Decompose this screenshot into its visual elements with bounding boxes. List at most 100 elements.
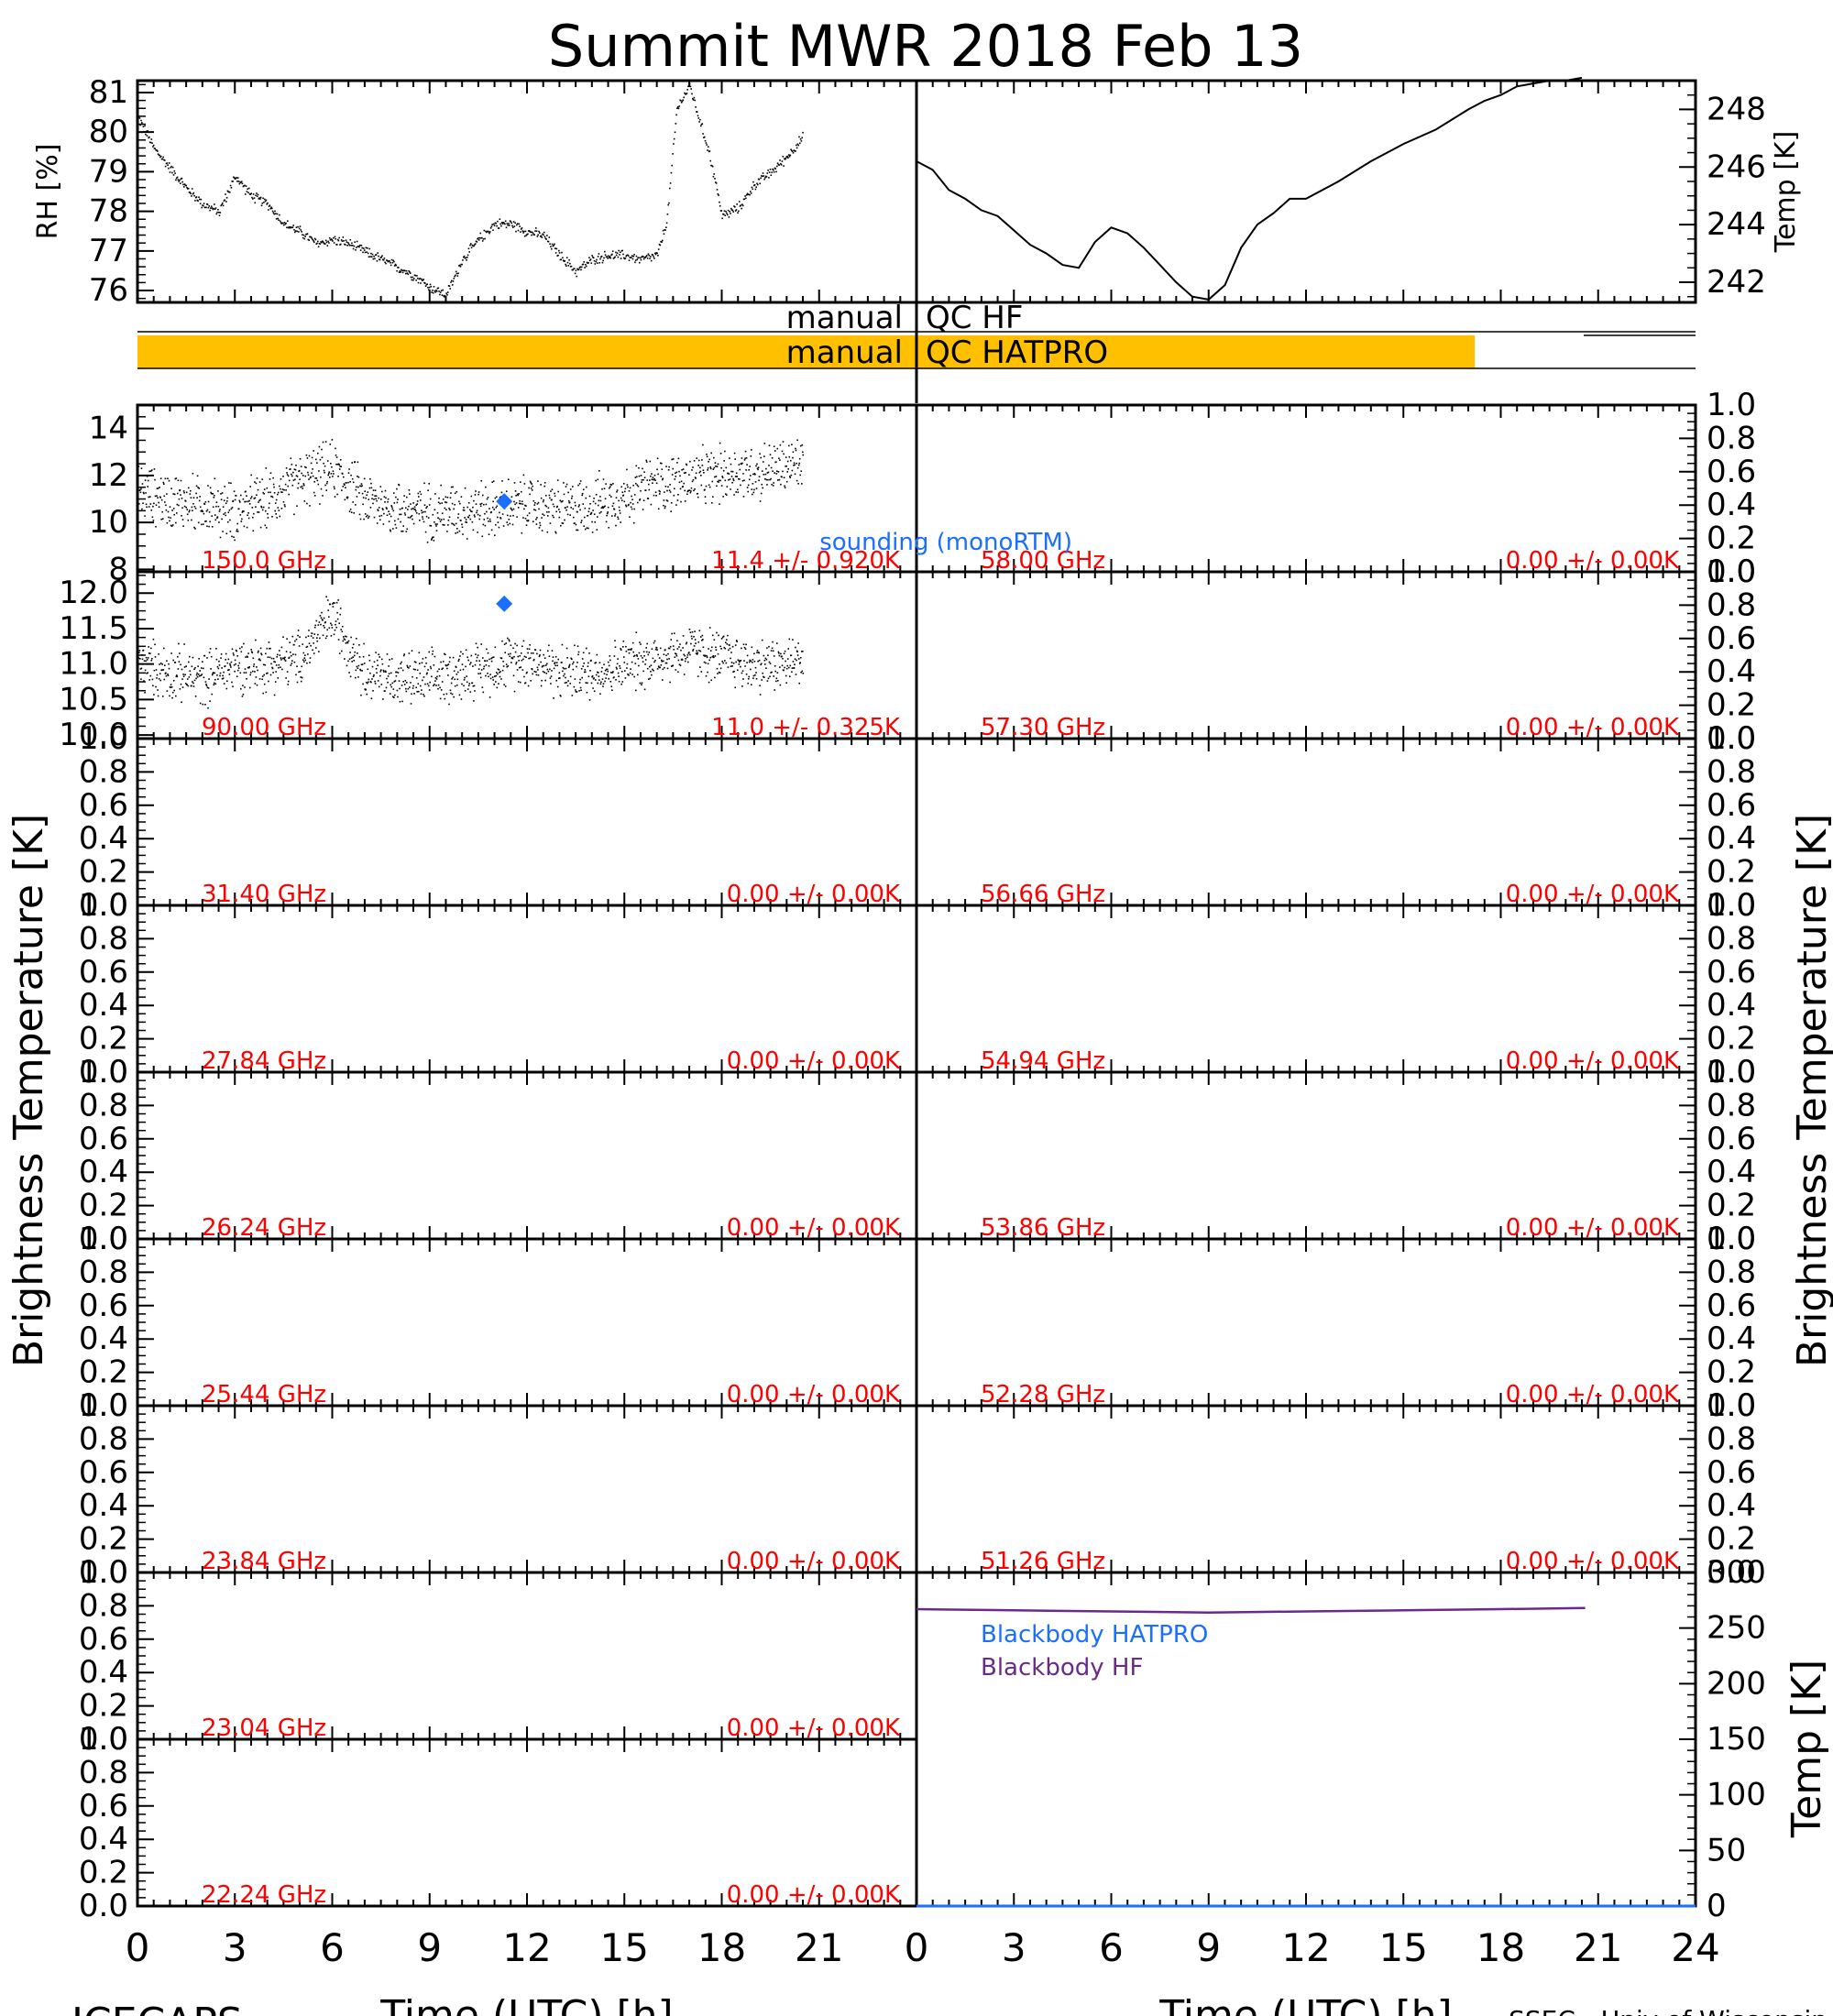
data-point (593, 259, 596, 262)
data-point (703, 472, 705, 474)
data-point (423, 520, 425, 523)
data-point (213, 207, 214, 210)
data-point (363, 518, 365, 520)
data-point (487, 517, 488, 520)
data-point (257, 511, 258, 513)
data-point (722, 469, 725, 472)
data-point (758, 652, 760, 654)
data-point (496, 672, 498, 674)
data-point (618, 499, 620, 502)
data-point (346, 664, 348, 667)
data-point (224, 665, 226, 667)
data-point (523, 483, 526, 485)
data-point (688, 652, 690, 653)
data-point (239, 181, 241, 183)
data-point (702, 646, 705, 649)
data-point (247, 667, 250, 669)
data-point (198, 499, 201, 502)
data-point (447, 520, 450, 521)
data-point (619, 512, 621, 514)
data-point (484, 237, 486, 240)
data-point (699, 466, 701, 469)
data-point (284, 505, 286, 508)
data-point (511, 656, 513, 659)
data-point (799, 138, 802, 140)
data-point (600, 510, 602, 513)
data-point (327, 240, 329, 243)
data-point (488, 675, 489, 678)
data-point (688, 82, 691, 85)
temp-panel-ytick-label: 248 (1707, 91, 1766, 127)
data-point (300, 486, 302, 488)
data-point (521, 652, 522, 654)
data-point (353, 245, 356, 247)
data-point (500, 222, 503, 224)
data-point (447, 291, 449, 293)
data-point (369, 477, 371, 480)
data-point (223, 200, 225, 203)
data-point (412, 278, 415, 279)
data-point (734, 206, 736, 208)
data-point (546, 235, 548, 236)
data-point (538, 230, 540, 233)
data-point (167, 477, 169, 479)
data-point (156, 149, 158, 151)
data-point (333, 236, 335, 239)
data-point (534, 230, 536, 232)
data-point (214, 678, 216, 681)
data-point (299, 225, 302, 227)
data-point (632, 651, 634, 653)
data-point (346, 241, 348, 243)
data-point (668, 658, 670, 660)
data-point (768, 661, 771, 663)
data-point (479, 673, 481, 674)
data-point (561, 251, 563, 254)
data-point (298, 645, 301, 647)
data-point (603, 506, 605, 508)
data-point (716, 485, 718, 488)
data-point (657, 255, 659, 257)
data-point (324, 243, 326, 245)
data-point (734, 210, 737, 212)
data-point (668, 466, 670, 468)
data-point (236, 530, 237, 532)
data-point (446, 531, 448, 532)
data-point (773, 169, 774, 171)
data-point (726, 486, 729, 488)
data-point (566, 506, 568, 508)
data-point (410, 276, 412, 279)
data-point (741, 670, 744, 672)
data-point (787, 154, 790, 156)
data-point (789, 476, 791, 477)
data-point (314, 477, 316, 479)
data-point (712, 654, 715, 657)
rh-panel-ytick-label: 76 (89, 272, 128, 309)
data-point (139, 668, 142, 670)
data-point (427, 669, 429, 671)
data-point (741, 203, 743, 205)
data-point (614, 515, 616, 517)
data-point (561, 522, 564, 524)
data-point (563, 482, 565, 484)
data-point (783, 477, 785, 478)
data-point (761, 679, 763, 681)
data-point (499, 517, 501, 519)
data-point (495, 674, 498, 677)
data-point (376, 672, 378, 674)
data-point (638, 466, 640, 469)
data-point (727, 209, 730, 212)
tb-right-2-ytick-label: 0.6 (1707, 787, 1756, 824)
data-point (770, 466, 773, 469)
data-point (522, 517, 524, 519)
data-point (367, 668, 369, 671)
data-point (359, 518, 362, 520)
data-point (606, 512, 609, 515)
data-point (427, 287, 429, 289)
data-point (236, 522, 238, 525)
data-point (266, 647, 269, 650)
data-point (562, 499, 564, 502)
data-point (171, 696, 173, 699)
data-point (469, 518, 472, 520)
data-point (507, 637, 509, 640)
data-point (232, 685, 234, 687)
